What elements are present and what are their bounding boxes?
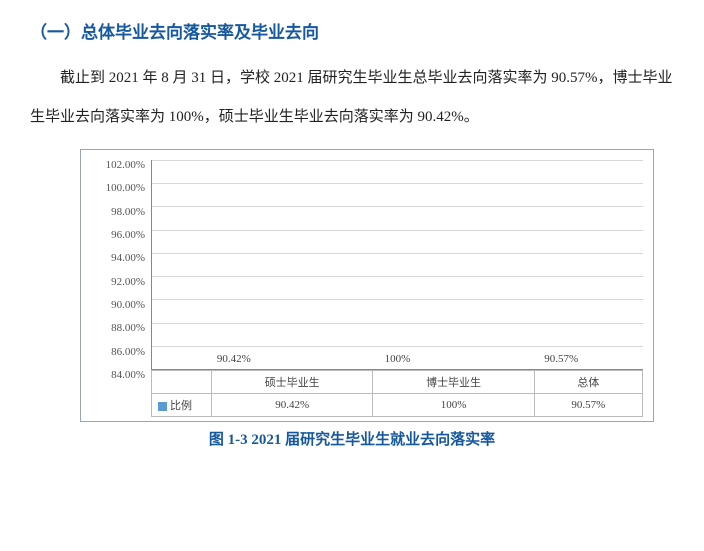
legend-cell: 比例 xyxy=(152,394,212,417)
category-table: 硕士毕业生博士毕业生总体 比例 90.42%100%90.57% xyxy=(151,370,643,417)
category-value: 90.42% xyxy=(212,394,373,417)
category-header: 总体 xyxy=(534,371,642,394)
bar-value-label: 90.57% xyxy=(544,353,578,365)
section-heading: （一）总体毕业去向落实率及毕业去向 xyxy=(30,18,674,43)
gridline xyxy=(152,230,643,231)
gridline xyxy=(152,276,643,277)
table-corner-blank xyxy=(152,371,212,394)
category-header: 博士毕业生 xyxy=(373,371,534,394)
plot-area: 90.42% 100% 90.57% xyxy=(151,160,643,370)
legend-swatch-icon xyxy=(158,402,167,411)
figure-caption: 图 1-3 2021 届研究生毕业生就业去向落实率 xyxy=(30,428,674,449)
gridline xyxy=(152,323,643,324)
chart-container: 102.00%100.00%98.00%96.00%94.00%92.00%90… xyxy=(80,149,654,422)
gridline xyxy=(152,253,643,254)
gridline xyxy=(152,206,643,207)
category-value: 100% xyxy=(373,394,534,417)
category-header: 硕士毕业生 xyxy=(212,371,373,394)
gridline xyxy=(152,299,643,300)
bar-value-label: 90.42% xyxy=(217,353,251,365)
legend-label: 比例 xyxy=(170,400,192,412)
gridline xyxy=(152,183,643,184)
intro-paragraph: 截止到 2021 年 8 月 31 日，学校 2021 届研究生毕业生总毕业去向… xyxy=(30,59,674,137)
bar-value-label: 100% xyxy=(385,353,411,365)
gridline xyxy=(152,346,643,347)
category-value: 90.57% xyxy=(534,394,642,417)
y-axis: 102.00%100.00%98.00%96.00%94.00%92.00%90… xyxy=(91,160,151,370)
gridline xyxy=(152,160,643,161)
